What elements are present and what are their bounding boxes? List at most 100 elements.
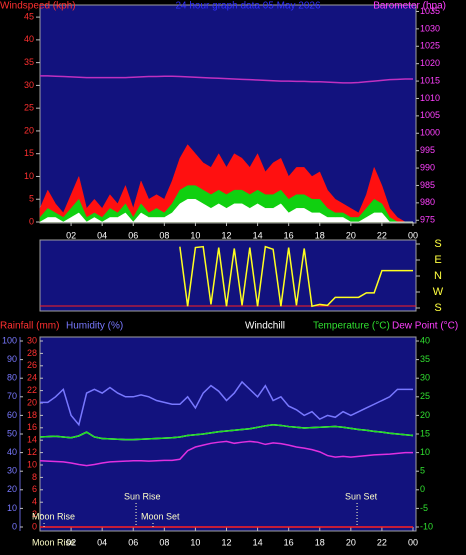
legend-entry: Humidity (%) [66,321,123,332]
annotation-label: Moon Set [141,511,180,521]
annotation-label: Sun Rise [124,491,161,501]
x-tick-label: 16 [284,537,294,547]
annotation-label: Moon Rise [32,511,75,521]
x-tick-label: 22 [377,230,387,240]
x-tick-label: 06 [128,230,138,240]
y3-tick-label: 30 [27,335,37,345]
y-tick-label: E [434,254,441,266]
y2-tick-label: 25 [420,391,430,401]
y2-tick-label: 40 [420,335,430,345]
y2-axis-title: Barometer (hpa) [373,1,446,12]
y2-tick-label: 1005 [420,110,440,120]
y-tick-label: S [434,302,441,314]
y-tick-label: 30 [7,466,17,476]
y3-tick-label: 10 [27,459,37,469]
x-tick-label: 02 [66,537,76,547]
y3-tick-label: 12 [27,447,37,457]
y2-tick-label: 1015 [420,75,440,85]
y-tick-label: 40 [7,447,17,457]
y-tick-label: 80 [7,373,17,383]
legend-entry: Dew Point (°C) [392,321,458,332]
y-tick-label: 25 [24,103,34,113]
y2-tick-label: 995 [420,145,435,155]
series-line [39,423,414,441]
y-tick-label: 10 [7,503,17,513]
y-tick-label: 15 [24,148,34,158]
y2-tick-label: 30 [420,373,430,383]
x-tick-label: 14 [253,230,263,240]
y3-tick-label: 0 [32,521,37,531]
x-tick-label: 20 [346,230,356,240]
y-tick-label: W [433,286,444,298]
series-line [40,380,413,427]
y3-tick-label: 6 [32,484,37,494]
y2-tick-label: 1000 [420,128,440,138]
y-tick-label: N [434,270,442,282]
y2-tick-label: 15 [420,428,430,438]
y3-tick-label: 24 [27,373,37,383]
y2-tick-label: 1020 [420,58,440,68]
y2-tick-label: 990 [420,162,435,172]
x-tick-label: 10 [190,230,200,240]
y-tick-label: 50 [7,428,17,438]
climate-panel [39,336,417,532]
y2-tick-label: 1010 [420,93,440,103]
series-line [40,75,413,84]
y-tick-label: 20 [7,484,17,494]
y3-tick-label: 18 [27,410,37,420]
x-tick-label: 00 [408,537,418,547]
y2-tick-label: 10 [420,447,430,457]
x-tick-label: 22 [377,537,387,547]
y2-tick-label: 1030 [420,23,440,33]
y-tick-label: 60 [7,410,17,420]
y3-tick-label: 2 [32,509,37,519]
y3-tick-label: 28 [27,348,37,358]
series-line [39,440,413,467]
y3-tick-label: 20 [27,397,37,407]
x-tick-label: 10 [190,537,200,547]
x-tick-label: 04 [97,537,107,547]
y-tick-label: 0 [29,216,34,226]
y2-tick-label: 1035 [420,6,440,16]
x-tick-label: 16 [284,230,294,240]
y3-tick-label: 16 [27,422,37,432]
x-tick-label: 18 [315,537,325,547]
y2-tick-label: 5 [420,466,425,476]
y2-tick-label: 975 [420,215,435,225]
annotation-label: Sun Set [345,491,378,501]
y-tick-label: 90 [7,354,17,364]
y-tick-label: 40 [24,34,34,44]
legend-entry: Rainfall (mm) [0,321,59,332]
x-tick-label: 04 [97,230,107,240]
y3-tick-label: 14 [27,435,37,445]
y3-tick-label: 22 [27,385,37,395]
y2-tick-label: 980 [420,197,435,207]
x-tick-label: 06 [128,537,138,547]
x-tick-label: 00 [408,230,418,240]
y2-tick-label: -5 [420,503,428,513]
x-tick-label: 12 [221,537,231,547]
chart-title: 24 hour graph data 05 May 2026 [175,1,321,12]
x-tick-label: 02 [66,230,76,240]
x-axis-note: Moon Rise [32,537,75,547]
y2-tick-label: 0 [420,484,425,494]
y2-tick-label: 985 [420,180,435,190]
y-tick-label: 20 [24,125,34,135]
x-tick-label: 14 [253,537,263,547]
x-tick-label: 08 [159,537,169,547]
wind-area [39,198,413,223]
y2-tick-label: 1025 [420,41,440,51]
y-tick-label: 70 [7,391,17,401]
x-tick-label: 20 [346,537,356,547]
y-tick-label: 10 [24,171,34,181]
y-tick-label: 35 [24,57,34,67]
y2-tick-label: 20 [420,410,430,420]
y3-tick-label: 8 [32,472,37,482]
x-tick-label: 12 [221,230,231,240]
legend-entry: Temperature (°C) [313,321,390,332]
y2-tick-label: -10 [420,521,433,531]
y3-tick-label: 4 [32,497,37,507]
x-tick-label: 08 [159,230,169,240]
